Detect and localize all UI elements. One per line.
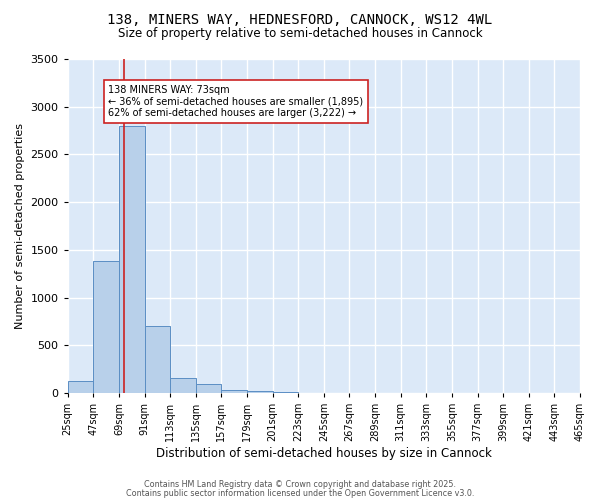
Bar xyxy=(196,384,221,393)
Bar xyxy=(272,392,298,393)
Text: Contains public sector information licensed under the Open Government Licence v3: Contains public sector information licen… xyxy=(126,488,474,498)
Text: 138 MINERS WAY: 73sqm
← 36% of semi-detached houses are smaller (1,895)
62% of s: 138 MINERS WAY: 73sqm ← 36% of semi-deta… xyxy=(109,85,364,118)
Text: Contains HM Land Registry data © Crown copyright and database right 2025.: Contains HM Land Registry data © Crown c… xyxy=(144,480,456,489)
Bar xyxy=(68,380,94,393)
Y-axis label: Number of semi-detached properties: Number of semi-detached properties xyxy=(15,123,25,329)
Bar xyxy=(145,326,170,393)
Bar xyxy=(247,391,272,393)
X-axis label: Distribution of semi-detached houses by size in Cannock: Distribution of semi-detached houses by … xyxy=(156,447,492,460)
Bar xyxy=(119,126,145,393)
Bar xyxy=(94,262,119,393)
Text: 138, MINERS WAY, HEDNESFORD, CANNOCK, WS12 4WL: 138, MINERS WAY, HEDNESFORD, CANNOCK, WS… xyxy=(107,12,493,26)
Text: Size of property relative to semi-detached houses in Cannock: Size of property relative to semi-detach… xyxy=(118,28,482,40)
Bar xyxy=(170,378,196,393)
Bar xyxy=(221,390,247,393)
